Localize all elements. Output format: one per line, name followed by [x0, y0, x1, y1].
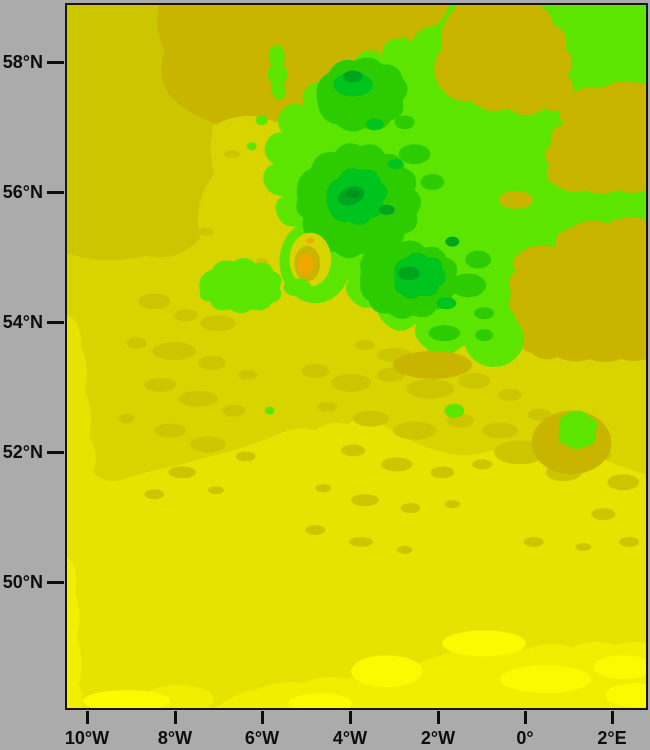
y-tick-label: 58°N: [2, 52, 43, 72]
x-tick-mark: [349, 711, 352, 724]
gold-patch-right-lower: [508, 217, 646, 362]
x-tick-mark: [174, 711, 177, 724]
y-tick-label: 54°N: [2, 312, 43, 332]
green-dot-in-pocket: [475, 329, 494, 342]
map-plot: [65, 3, 648, 710]
x-tick-mark: [437, 711, 440, 724]
x-tick-label: 0°: [516, 728, 534, 748]
yellow-south-region: [67, 315, 646, 708]
x-tick-label: 10°W: [64, 728, 110, 748]
gold-tongue: [499, 190, 533, 209]
y-tick-mark: [47, 321, 64, 324]
x-tick-mark: [86, 711, 89, 724]
gold-patch-right-upper: [545, 81, 646, 194]
map-canvas: [67, 5, 646, 708]
x-tick-label: 8°W: [157, 728, 193, 748]
brightest-yellow-patches: [82, 630, 646, 708]
y-tick-label: 52°N: [2, 442, 43, 462]
x-tick-label: 2°W: [420, 728, 456, 748]
gold-band-below-scotland: [392, 351, 473, 379]
x-tick-mark: [524, 711, 527, 724]
orange-minimum-stack: [289, 232, 332, 287]
x-tick-label: 2°E: [597, 728, 627, 748]
x-tick-mark: [611, 711, 614, 724]
y-tick-mark: [47, 451, 64, 454]
y-tick-mark: [47, 581, 64, 584]
x-tick-mark: [261, 711, 264, 724]
green-dark-level-blobs: [337, 70, 460, 281]
gold-patch-upper: [434, 5, 574, 116]
y-tick-label: 56°N: [2, 182, 43, 202]
contour-field: [67, 5, 646, 708]
y-tick-mark: [47, 191, 64, 194]
x-tick-label: 6°W: [244, 728, 280, 748]
y-tick-mark: [47, 61, 64, 64]
x-tick-label: 4°W: [332, 728, 368, 748]
y-tick-label: 50°N: [2, 572, 43, 592]
bright-yellow-left-column: [67, 556, 83, 708]
lime-pocket: [464, 311, 524, 367]
lime-islets: [199, 44, 612, 475]
